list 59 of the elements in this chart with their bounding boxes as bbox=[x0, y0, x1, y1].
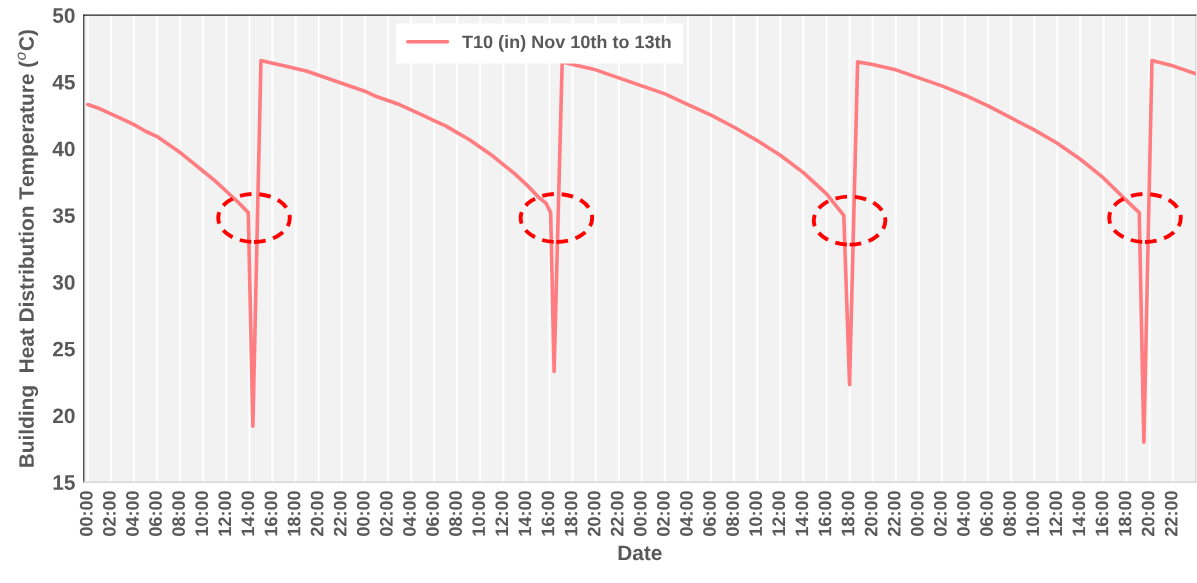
x-tick-label: 16:00 bbox=[818, 491, 832, 536]
x-tick-label: 06:00 bbox=[980, 491, 993, 536]
x-tick-label: 16:00 bbox=[1095, 491, 1109, 536]
x-tick-label: 22:00 bbox=[887, 491, 901, 537]
x-tick-label: 20:00 bbox=[864, 491, 878, 537]
x-tick-label: 08:00 bbox=[172, 491, 186, 536]
x-tick-label: 02:00 bbox=[656, 491, 670, 536]
x-tick-label: 22:00 bbox=[333, 491, 347, 537]
y-tick-label: 30 bbox=[52, 275, 75, 290]
x-tick-label: 12:00 bbox=[1049, 491, 1063, 536]
y-tick-label: 25 bbox=[53, 341, 75, 357]
x-tick-label: 04:00 bbox=[403, 491, 416, 536]
y-tick-label: 20 bbox=[53, 408, 75, 424]
x-tick-label: 22:00 bbox=[1164, 491, 1178, 537]
y-tick-label: 45 bbox=[52, 75, 75, 90]
x-tick-label: 12:00 bbox=[218, 491, 232, 536]
x-tick-label: 04:00 bbox=[680, 491, 693, 536]
y-tick-label: 15 bbox=[53, 475, 75, 490]
x-tick-label: 08:00 bbox=[449, 491, 462, 536]
x-tick-label: 14:00 bbox=[795, 491, 809, 536]
x-tick-label: 06:00 bbox=[703, 491, 716, 536]
x-tick-label: 08:00 bbox=[1003, 491, 1016, 536]
legend-label: T10 (in) Nov 10th to 13th bbox=[462, 35, 671, 52]
x-tick-label: 08:00 bbox=[726, 491, 739, 536]
x-tick-label: 20:00 bbox=[587, 491, 601, 537]
x-tick-label: 18:00 bbox=[287, 491, 301, 536]
x-tick-label: 02:00 bbox=[102, 491, 116, 536]
x-axis-title: Date bbox=[618, 545, 662, 561]
x-tick-label: 12:00 bbox=[495, 491, 509, 536]
x-tick-label: 00:00 bbox=[79, 491, 93, 536]
x-tick-label: 14:00 bbox=[241, 491, 255, 536]
x-tick-label: 10:00 bbox=[195, 491, 209, 536]
x-tick-label: 06:00 bbox=[149, 491, 162, 536]
x-tick-label: 20:00 bbox=[310, 491, 324, 537]
x-tick-label: 12:00 bbox=[772, 491, 786, 536]
x-tick-label: 10:00 bbox=[1026, 491, 1040, 536]
x-tick-label: 04:00 bbox=[126, 491, 139, 536]
x-tick-label: 00:00 bbox=[910, 491, 924, 536]
x-tick-label: 20:00 bbox=[1141, 491, 1155, 537]
y-tick-label: 35 bbox=[52, 208, 75, 224]
x-tick-label: 04:00 bbox=[957, 491, 970, 536]
x-tick-label: 00:00 bbox=[633, 491, 647, 536]
x-tick-label: 14:00 bbox=[1072, 491, 1086, 536]
y-axis-title: Building Heat Distribution Temperature ($^{o}$C) bbox=[17, 30, 39, 467]
x-tick-label: 14:00 bbox=[518, 491, 532, 536]
x-tick-label: 22:00 bbox=[610, 491, 624, 537]
x-tick-label: 06:00 bbox=[426, 491, 439, 536]
y-tick-label: 40 bbox=[52, 141, 75, 157]
x-tick-label: 00:00 bbox=[356, 491, 370, 536]
x-tick-label: 18:00 bbox=[841, 491, 855, 536]
y-tick-label: 50 bbox=[52, 8, 75, 23]
x-tick-label: 02:00 bbox=[379, 491, 393, 536]
x-tick-label: 16:00 bbox=[541, 491, 555, 536]
x-tick-label: 10:00 bbox=[472, 491, 486, 536]
x-tick-label: 18:00 bbox=[564, 491, 578, 536]
x-tick-label: 16:00 bbox=[264, 491, 278, 536]
x-tick-label: 02:00 bbox=[933, 491, 947, 536]
x-tick-label: 18:00 bbox=[1118, 491, 1132, 536]
x-tick-label: 10:00 bbox=[749, 491, 763, 536]
